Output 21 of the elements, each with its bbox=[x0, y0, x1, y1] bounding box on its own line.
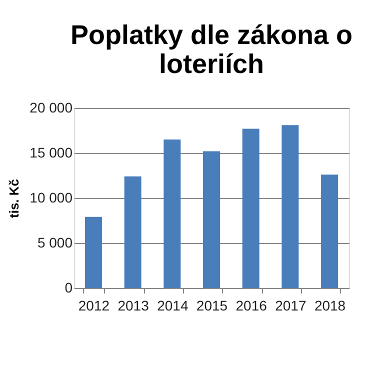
bar bbox=[282, 125, 299, 288]
bar bbox=[242, 128, 260, 288]
x-tick-label: 2017 bbox=[275, 298, 306, 314]
y-axis-title: tis. Kč bbox=[6, 178, 22, 218]
y-tick-label: 5 000 bbox=[37, 234, 73, 250]
y-tick-label: 0 bbox=[64, 280, 73, 296]
x-tick-label: 2018 bbox=[314, 298, 346, 314]
x-tick-label: 2016 bbox=[236, 298, 268, 314]
x-tick-label: 2013 bbox=[118, 298, 150, 314]
x-tick-label: 2012 bbox=[78, 298, 110, 314]
bar bbox=[164, 140, 181, 288]
y-tick-label: 10 000 bbox=[30, 190, 73, 206]
bar bbox=[203, 151, 220, 288]
x-tick-label: 2015 bbox=[196, 298, 228, 314]
chart-title: Poplatky dle zákona o loteriích bbox=[70, 20, 353, 79]
bar bbox=[321, 174, 338, 288]
bar bbox=[84, 216, 102, 288]
x-tick-label: 2014 bbox=[157, 298, 188, 314]
y-tick-label: 15 000 bbox=[30, 144, 73, 160]
y-tick-label: 20 000 bbox=[30, 100, 73, 116]
bar bbox=[124, 176, 142, 288]
